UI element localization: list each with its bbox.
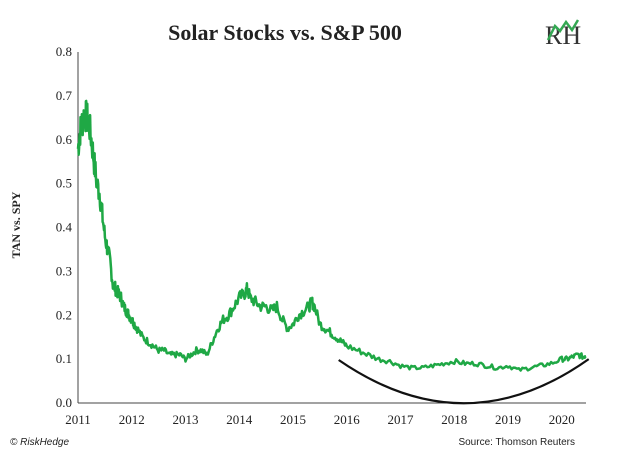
annotation-arc: [338, 358, 590, 405]
y-tick-label: 0.7: [56, 88, 73, 103]
x-tick-label: 2019: [495, 412, 521, 427]
x-tick-label: 2014: [226, 412, 253, 427]
x-tick-label: 2013: [173, 412, 199, 427]
y-tick-label: 0.1: [56, 351, 72, 366]
y-tick-label: 0.5: [56, 176, 72, 191]
y-tick-label: 0.0: [56, 395, 72, 410]
axes: [77, 52, 586, 404]
y-axis-label: TAN vs. SPY: [9, 191, 23, 258]
x-tick-label: 2018: [441, 412, 467, 427]
tick-labels: 0.0 0.1 0.2 0.3 0.4 0.5 0.6 0.7 0.8 2011 2012 2013 2…: [56, 44, 575, 427]
y-tick-label: 0.6: [56, 132, 73, 147]
x-tick-label: 2012: [119, 412, 145, 427]
x-tick-label: 2011: [65, 412, 91, 427]
x-tick-label: 2020: [549, 412, 575, 427]
logo: RH: [545, 19, 581, 50]
y-tick-label: 0.8: [56, 44, 72, 59]
logo-arrow-icon: [546, 19, 580, 41]
x-tick-label: 2016: [334, 412, 361, 427]
copyright-text: © RiskHedge: [10, 437, 69, 448]
series-line: [76, 99, 587, 372]
y-tick-label: 0.4: [56, 220, 73, 235]
x-tick-label: 2017: [388, 412, 415, 427]
y-tick-label: 0.2: [56, 307, 72, 322]
x-tick-label: 2015: [280, 412, 306, 427]
source-text: Source: Thomson Reuters: [458, 437, 575, 448]
chart-title: Solar Stocks vs. S&P 500: [168, 20, 402, 45]
y-tick-label: 0.3: [56, 263, 72, 278]
